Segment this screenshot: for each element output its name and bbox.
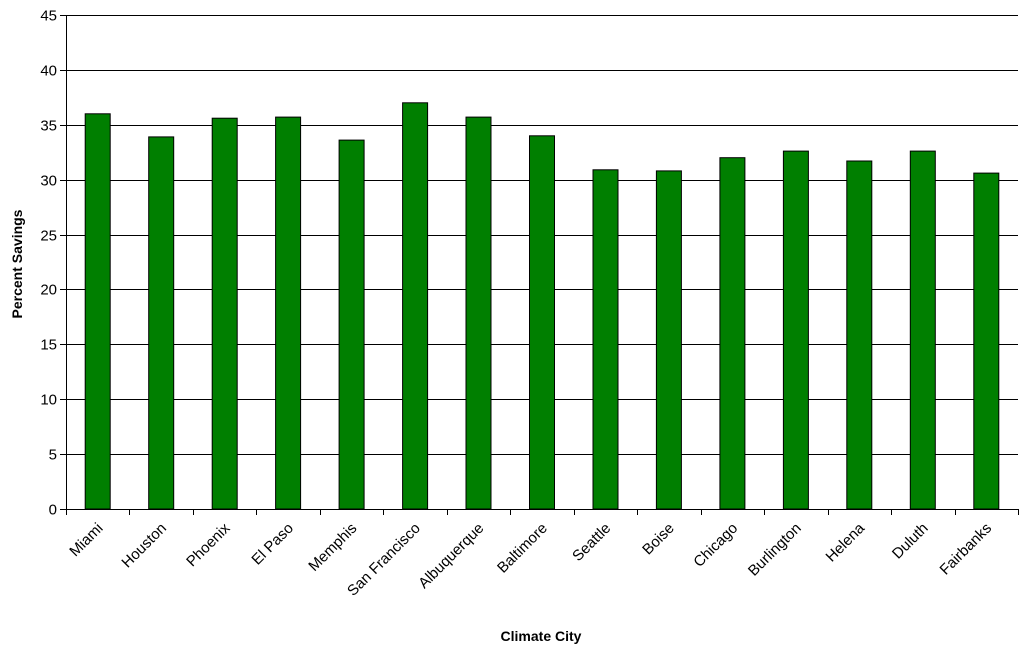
- x-tick-label: Fairbanks: [937, 520, 996, 579]
- bar-boise: [655, 170, 682, 510]
- y-tick-label: 5: [49, 447, 57, 464]
- x-tick-label: El Paso: [248, 520, 297, 569]
- x-tick-label: Houston: [118, 520, 170, 572]
- y-tick-label: 0: [49, 502, 57, 519]
- x-tick-label: Duluth: [889, 520, 932, 563]
- bar-chicago: [719, 157, 746, 510]
- bar-san-francisco: [402, 102, 429, 510]
- x-tick-label: Seattle: [569, 520, 614, 565]
- bar-seattle: [592, 169, 619, 510]
- y-tick-label: 10: [40, 392, 57, 409]
- x-tick-label: Chicago: [690, 520, 741, 571]
- bar-el-paso: [275, 116, 302, 510]
- x-tick-label: Miami: [66, 520, 106, 560]
- y-tick-label: 25: [40, 228, 57, 245]
- y-axis-title: Percent Savings: [9, 209, 25, 318]
- y-tick-label: 20: [40, 282, 57, 299]
- x-tick-label: Phoenix: [183, 519, 234, 570]
- bar-duluth: [909, 150, 936, 510]
- x-tick-label: Burlington: [745, 520, 805, 580]
- y-tick-label: 45: [40, 8, 57, 25]
- bar-helena: [846, 160, 873, 510]
- bar-phoenix: [211, 117, 238, 510]
- bars: [84, 102, 1000, 510]
- bar-albuquerque: [465, 116, 492, 510]
- bar-houston: [148, 136, 175, 510]
- bar-memphis: [338, 139, 365, 510]
- bar-burlington: [782, 150, 809, 510]
- x-tick-label: Boise: [639, 520, 678, 559]
- x-tick-label: Memphis: [305, 520, 360, 575]
- x-tick-label: Baltimore: [494, 520, 551, 577]
- bar-miami: [84, 113, 111, 510]
- y-tick-labels: 0 5 10 15 20 25 30 35 40 45: [40, 8, 57, 519]
- y-tick-label: 40: [40, 63, 57, 80]
- bar-fairbanks: [973, 172, 1000, 510]
- x-axis-title: Climate City: [501, 628, 582, 644]
- bar-baltimore: [529, 135, 555, 510]
- y-tick-label: 15: [40, 337, 57, 354]
- x-tick-label: Albuquerque: [415, 520, 487, 592]
- x-tick-label: Helena: [823, 519, 869, 565]
- axes: [60, 15, 1019, 515]
- y-tick-label: 35: [40, 118, 57, 135]
- y-tick-label: 30: [40, 173, 57, 190]
